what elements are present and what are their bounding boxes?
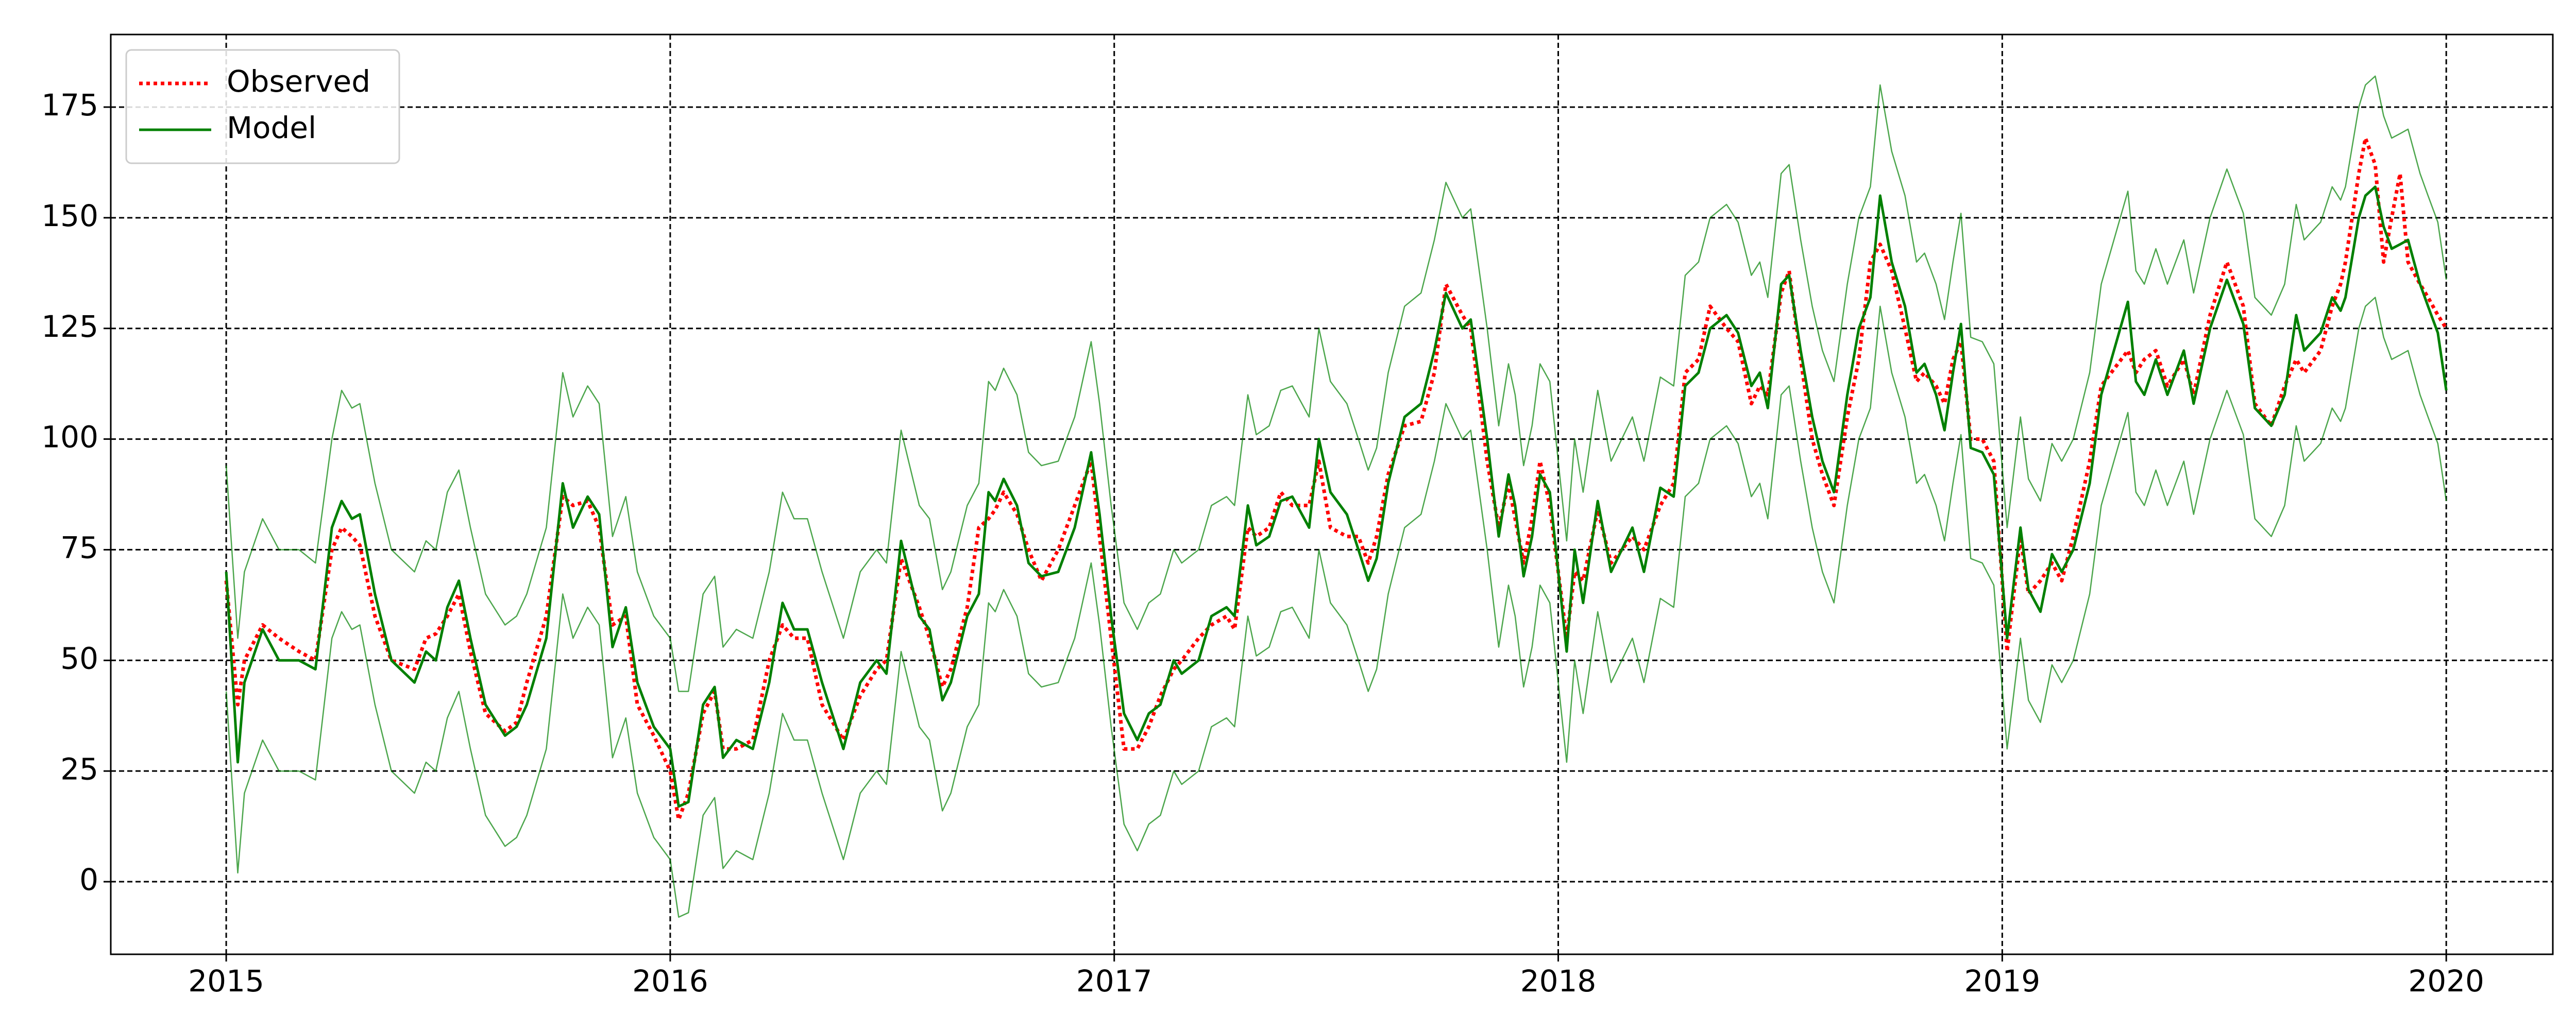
- series-line: [225, 75, 2447, 692]
- y-tick-label: 150: [41, 198, 98, 233]
- x-tick-label: 2017: [1076, 964, 1153, 999]
- legend-box: [125, 49, 400, 164]
- y-tick-label: 0: [79, 862, 98, 897]
- series-line: [225, 185, 2448, 808]
- y-tick-label: 175: [41, 88, 98, 123]
- y-tick-label: 100: [41, 420, 98, 455]
- series-line: [224, 136, 2448, 822]
- x-tick-label: 2018: [1520, 964, 1597, 999]
- legend-label: Observed: [227, 64, 370, 99]
- series-line: [225, 297, 2447, 918]
- y-tick-label: 125: [41, 309, 98, 344]
- x-tick-label: 2019: [1964, 964, 2041, 999]
- y-tick-label: 25: [60, 751, 98, 786]
- y-tick-label: 75: [60, 530, 98, 565]
- x-tick-label: 2015: [188, 964, 264, 999]
- plot-frame: [110, 33, 2554, 955]
- y-tick-label: 50: [60, 641, 98, 676]
- legend-label: Model: [227, 110, 316, 145]
- x-tick-label: 2020: [2408, 964, 2484, 999]
- x-tick-label: 2016: [632, 964, 708, 999]
